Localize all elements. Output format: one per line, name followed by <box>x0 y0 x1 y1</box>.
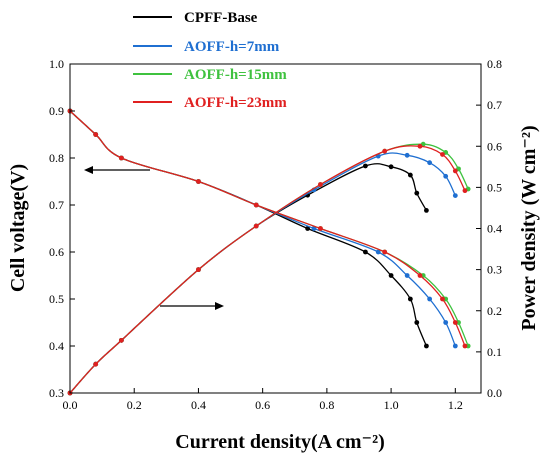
series-aoff-h-23mm <box>67 108 468 396</box>
voltage-point-cpff-base <box>414 320 420 325</box>
y-axis-left-title: Cell voltage(V) <box>7 164 29 292</box>
power-point-cpff-base <box>363 163 368 169</box>
power-point-aoff-h-23mm <box>318 182 323 187</box>
voltage-point-cpff-base <box>407 296 413 302</box>
y-right-tick-label: 0.7 <box>487 98 502 112</box>
y-right-tick-label: 0.6 <box>487 139 502 153</box>
power-point-cpff-base <box>388 164 394 170</box>
voltage-point-aoff-h-7mm <box>452 343 458 349</box>
voltage-point-cpff-base <box>363 249 368 255</box>
y-right-tick-label: 0.3 <box>487 263 502 277</box>
power-point-aoff-h-23mm <box>253 223 259 229</box>
voltage-point-aoff-h-7mm <box>443 320 449 325</box>
voltage-point-aoff-h-23mm <box>382 249 388 255</box>
power-point-aoff-h-23mm <box>118 337 124 343</box>
legend-label-aoff-23mm: AOFF-h=23mm <box>184 95 287 111</box>
curves <box>67 108 471 396</box>
y-left-tick-label: 0.8 <box>49 151 64 165</box>
x-tick-label: 0.6 <box>255 398 270 412</box>
power-point-aoff-h-23mm <box>440 152 445 157</box>
y-left-tick-label: 0.7 <box>49 198 64 212</box>
voltage-point-aoff-h-7mm <box>404 273 410 278</box>
voltage-point-cpff-base <box>305 226 311 231</box>
y-left-tick-label: 0.5 <box>49 292 64 306</box>
voltage-point-aoff-h-23mm <box>462 343 468 349</box>
y-right-tick-label: 0.2 <box>487 304 502 318</box>
power-point-aoff-h-7mm <box>404 152 410 158</box>
power-point-aoff-h-7mm <box>427 160 433 166</box>
voltage-point-cpff-base <box>388 273 394 278</box>
arrow-to-voltage-axis <box>84 166 150 174</box>
legend: CPFF-Base AOFF-h=7mm AOFF-h=15mm AOFF-h=… <box>133 10 287 111</box>
power-point-aoff-h-7mm <box>443 173 449 179</box>
power-curve-aoff-h-7mm <box>69 152 456 394</box>
voltage-point-aoff-h-23mm <box>452 320 458 325</box>
x-tick-label: 1.0 <box>384 398 399 412</box>
series-aoff-h-7mm <box>67 108 458 396</box>
ticks: 0.0 0.2 0.4 0.6 0.8 1.0 1.2 0.3 0.4 0.5 0.6 0.7 0.8 0… <box>49 57 502 412</box>
axes <box>69 63 482 394</box>
power-point-aoff-h-23mm <box>462 188 468 194</box>
series-cpff-base <box>67 108 429 396</box>
y-axis-right-title: Power density (W cm⁻²) <box>518 125 540 330</box>
power-point-cpff-base <box>424 208 429 213</box>
voltage-point-aoff-h-23mm <box>440 296 445 302</box>
power-point-cpff-base <box>414 190 420 196</box>
x-tick-label: 0.4 <box>191 398 206 412</box>
x-tick-label: 1.2 <box>448 398 463 412</box>
voltage-point-aoff-h-23mm <box>93 132 99 137</box>
voltage-point-aoff-h-23mm <box>318 226 323 231</box>
legend-label-aoff-15mm: AOFF-h=15mm <box>184 67 287 83</box>
series-aoff-h-15mm <box>67 108 471 396</box>
legend-label-cpff-base: CPFF-Base <box>184 10 258 26</box>
y-left-tick-label: 0.3 <box>49 386 64 400</box>
power-point-aoff-h-23mm <box>382 148 388 154</box>
y-right-tick-label: 0.5 <box>487 180 502 194</box>
power-curve-aoff-h-23mm <box>69 145 466 394</box>
power-curve-cpff-base <box>69 163 427 394</box>
plot-frame <box>69 63 482 394</box>
power-point-aoff-h-23mm <box>196 267 201 273</box>
y-right-tick-label: 0.8 <box>487 57 502 71</box>
y-right-tick-label: 0.1 <box>487 345 502 359</box>
voltage-point-aoff-h-23mm <box>253 202 259 208</box>
power-point-cpff-base <box>407 172 413 178</box>
voltage-curve-cpff-base <box>69 110 428 347</box>
power-point-aoff-h-23mm <box>452 168 458 174</box>
voltage-point-aoff-h-23mm <box>417 273 423 278</box>
y-left-tick-label: 0.9 <box>49 104 64 118</box>
y-right-tick-label: 0.0 <box>487 386 502 400</box>
voltage-point-cpff-base <box>424 343 429 349</box>
y-right-tick-label: 0.4 <box>487 222 502 236</box>
x-tick-label: 0.8 <box>319 398 334 412</box>
x-tick-label: 0.0 <box>63 398 78 412</box>
voltage-point-aoff-h-7mm <box>311 226 317 231</box>
voltage-point-aoff-h-7mm <box>375 249 381 255</box>
arrow-to-power-axis <box>160 302 224 310</box>
voltage-point-aoff-h-23mm <box>196 179 201 184</box>
legend-label-aoff-7mm: AOFF-h=7mm <box>184 39 280 55</box>
voltage-curve-aoff-h-7mm <box>69 110 456 347</box>
y-left-tick-label: 0.4 <box>49 339 64 353</box>
voltage-point-aoff-h-23mm <box>118 155 124 161</box>
x-axis-title: Current density(A cm⁻²) <box>175 431 385 453</box>
power-point-aoff-h-7mm <box>452 193 458 199</box>
power-curve-aoff-h-15mm <box>69 143 469 394</box>
voltage-point-aoff-h-7mm <box>427 296 433 302</box>
y-left-tick-label: 0.6 <box>49 245 64 259</box>
power-point-aoff-h-23mm <box>417 143 423 149</box>
x-tick-label: 0.2 <box>127 398 142 412</box>
y-left-tick-label: 1.0 <box>49 57 64 71</box>
power-point-aoff-h-23mm <box>93 361 99 367</box>
